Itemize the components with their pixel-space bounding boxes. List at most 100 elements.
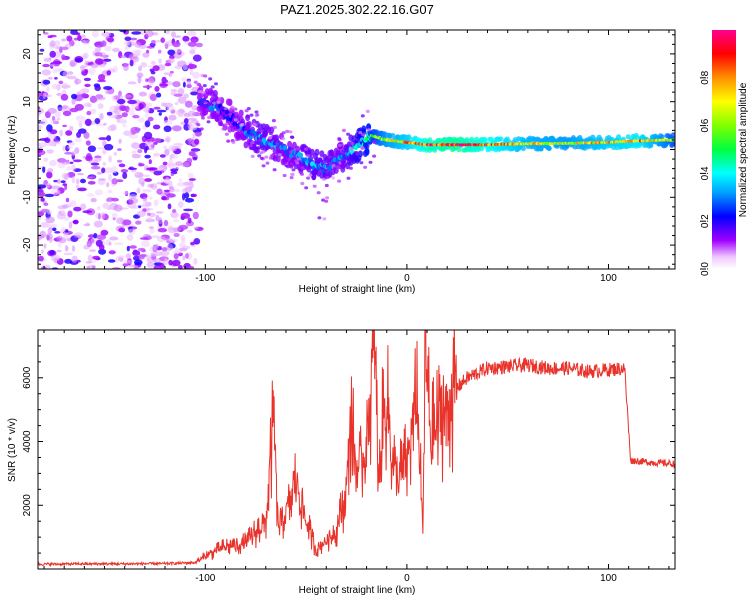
heatmap-cell	[74, 78, 82, 85]
heatmap-cell	[93, 233, 98, 239]
heatmap-cell	[106, 198, 113, 202]
heatmap-cell	[235, 137, 240, 142]
heatmap-cell	[168, 158, 174, 166]
heatmap-cell	[73, 206, 82, 212]
heatmap-cell	[245, 115, 250, 119]
heatmap-cell	[130, 103, 140, 110]
heatmap-cell	[150, 235, 160, 239]
heatmap-cell	[235, 126, 240, 130]
top-y-tick-label: -20	[22, 237, 33, 252]
heatmap-cell	[122, 219, 132, 226]
heatmap-cell	[170, 88, 178, 92]
heatmap-cell	[103, 58, 112, 62]
heatmap-cell	[189, 68, 194, 76]
heatmap-cell	[259, 156, 264, 160]
heatmap-cell	[163, 120, 173, 125]
heatmap-cell	[154, 138, 162, 143]
heatmap-cell	[98, 137, 108, 141]
heatmap-cell	[337, 143, 342, 147]
heatmap-cell	[77, 172, 84, 176]
top-y-tick-label: 20	[22, 48, 33, 60]
heatmap-cell	[108, 155, 112, 163]
heatmap-cell	[364, 147, 370, 155]
heatmap-cell	[61, 105, 68, 110]
heatmap-cell	[125, 253, 131, 260]
heatmap-cell	[47, 168, 54, 173]
heatmap-cell	[69, 161, 74, 164]
heatmap-cell	[123, 130, 132, 136]
heatmap-cell	[91, 165, 101, 170]
heatmap-cell	[212, 101, 216, 105]
colorbar-tick-label: 0.8	[700, 70, 711, 84]
heatmap-cell	[78, 128, 87, 134]
heatmap-cell	[164, 41, 170, 49]
heatmap-cell	[54, 50, 61, 57]
heatmap-cell	[98, 248, 107, 255]
heatmap-cell	[178, 143, 182, 149]
heatmap-cell	[203, 99, 207, 103]
heatmap-cell	[187, 265, 195, 269]
heatmap-cell	[142, 85, 153, 89]
heatmap-cell	[119, 105, 127, 112]
heatmap-cell	[113, 152, 117, 156]
heatmap-cell	[54, 231, 61, 234]
heatmap-cell	[46, 182, 51, 188]
heatmap-cell	[89, 95, 99, 103]
heatmap-cell	[87, 181, 96, 185]
heatmap-cell	[128, 108, 135, 116]
heatmap-cell	[85, 40, 90, 45]
heatmap-cell	[71, 98, 76, 105]
heatmap-cell	[358, 150, 363, 158]
heatmap-cell	[346, 132, 351, 136]
heatmap-cell	[129, 59, 134, 67]
heatmap-cell	[182, 81, 186, 88]
heatmap-cell	[226, 139, 231, 143]
heatmap-cell	[38, 262, 42, 268]
heatmap-cell	[158, 217, 163, 225]
heatmap-cell	[192, 71, 201, 79]
heatmap-cell	[180, 234, 186, 241]
heatmap-cell	[288, 130, 293, 134]
heatmap-cell	[177, 110, 182, 118]
heatmap-cell	[182, 255, 186, 261]
heatmap-cell	[126, 245, 130, 252]
heatmap-cell	[47, 133, 57, 140]
heatmap-cell	[141, 240, 151, 248]
heatmap-cell	[186, 83, 192, 89]
colorbar-tick-label: 0.0	[700, 262, 711, 276]
heatmap-cell	[87, 254, 93, 262]
heatmap-cell	[166, 193, 176, 198]
heatmap-cell	[255, 113, 260, 117]
heatmap-cell	[69, 125, 74, 132]
heatmap-cell	[308, 173, 313, 177]
heatmap-cell	[124, 45, 130, 51]
heatmap-cell	[66, 166, 73, 171]
heatmap-cell	[138, 91, 147, 97]
heatmap-cell	[142, 189, 152, 193]
heatmap-cell	[268, 136, 273, 140]
heatmap-cell	[129, 37, 138, 41]
heatmap-cell	[188, 151, 196, 157]
heatmap-cell	[53, 138, 57, 142]
heatmap-cell	[98, 178, 106, 181]
heatmap-cell	[300, 166, 305, 170]
heatmap-cell	[68, 141, 76, 146]
heatmap-cell	[97, 103, 104, 109]
heatmap-cell	[67, 210, 73, 218]
heatmap-cell	[199, 101, 204, 105]
heatmap-cell	[167, 49, 176, 56]
heatmap-cell	[257, 139, 262, 143]
heatmap-cell	[71, 164, 76, 172]
heatmap-cell	[167, 203, 172, 210]
heatmap-cell	[160, 250, 170, 256]
heatmap-cell	[312, 184, 317, 188]
heatmap-cell	[126, 234, 134, 241]
heatmap-cell	[107, 189, 113, 194]
heatmap-cell	[38, 125, 43, 130]
heatmap-cell	[52, 227, 57, 232]
heatmap-cell	[123, 63, 129, 72]
heatmap-cell	[140, 62, 148, 68]
heatmap-cell	[324, 183, 329, 188]
heatmap-cell	[138, 256, 145, 260]
heatmap-cell	[61, 54, 66, 61]
